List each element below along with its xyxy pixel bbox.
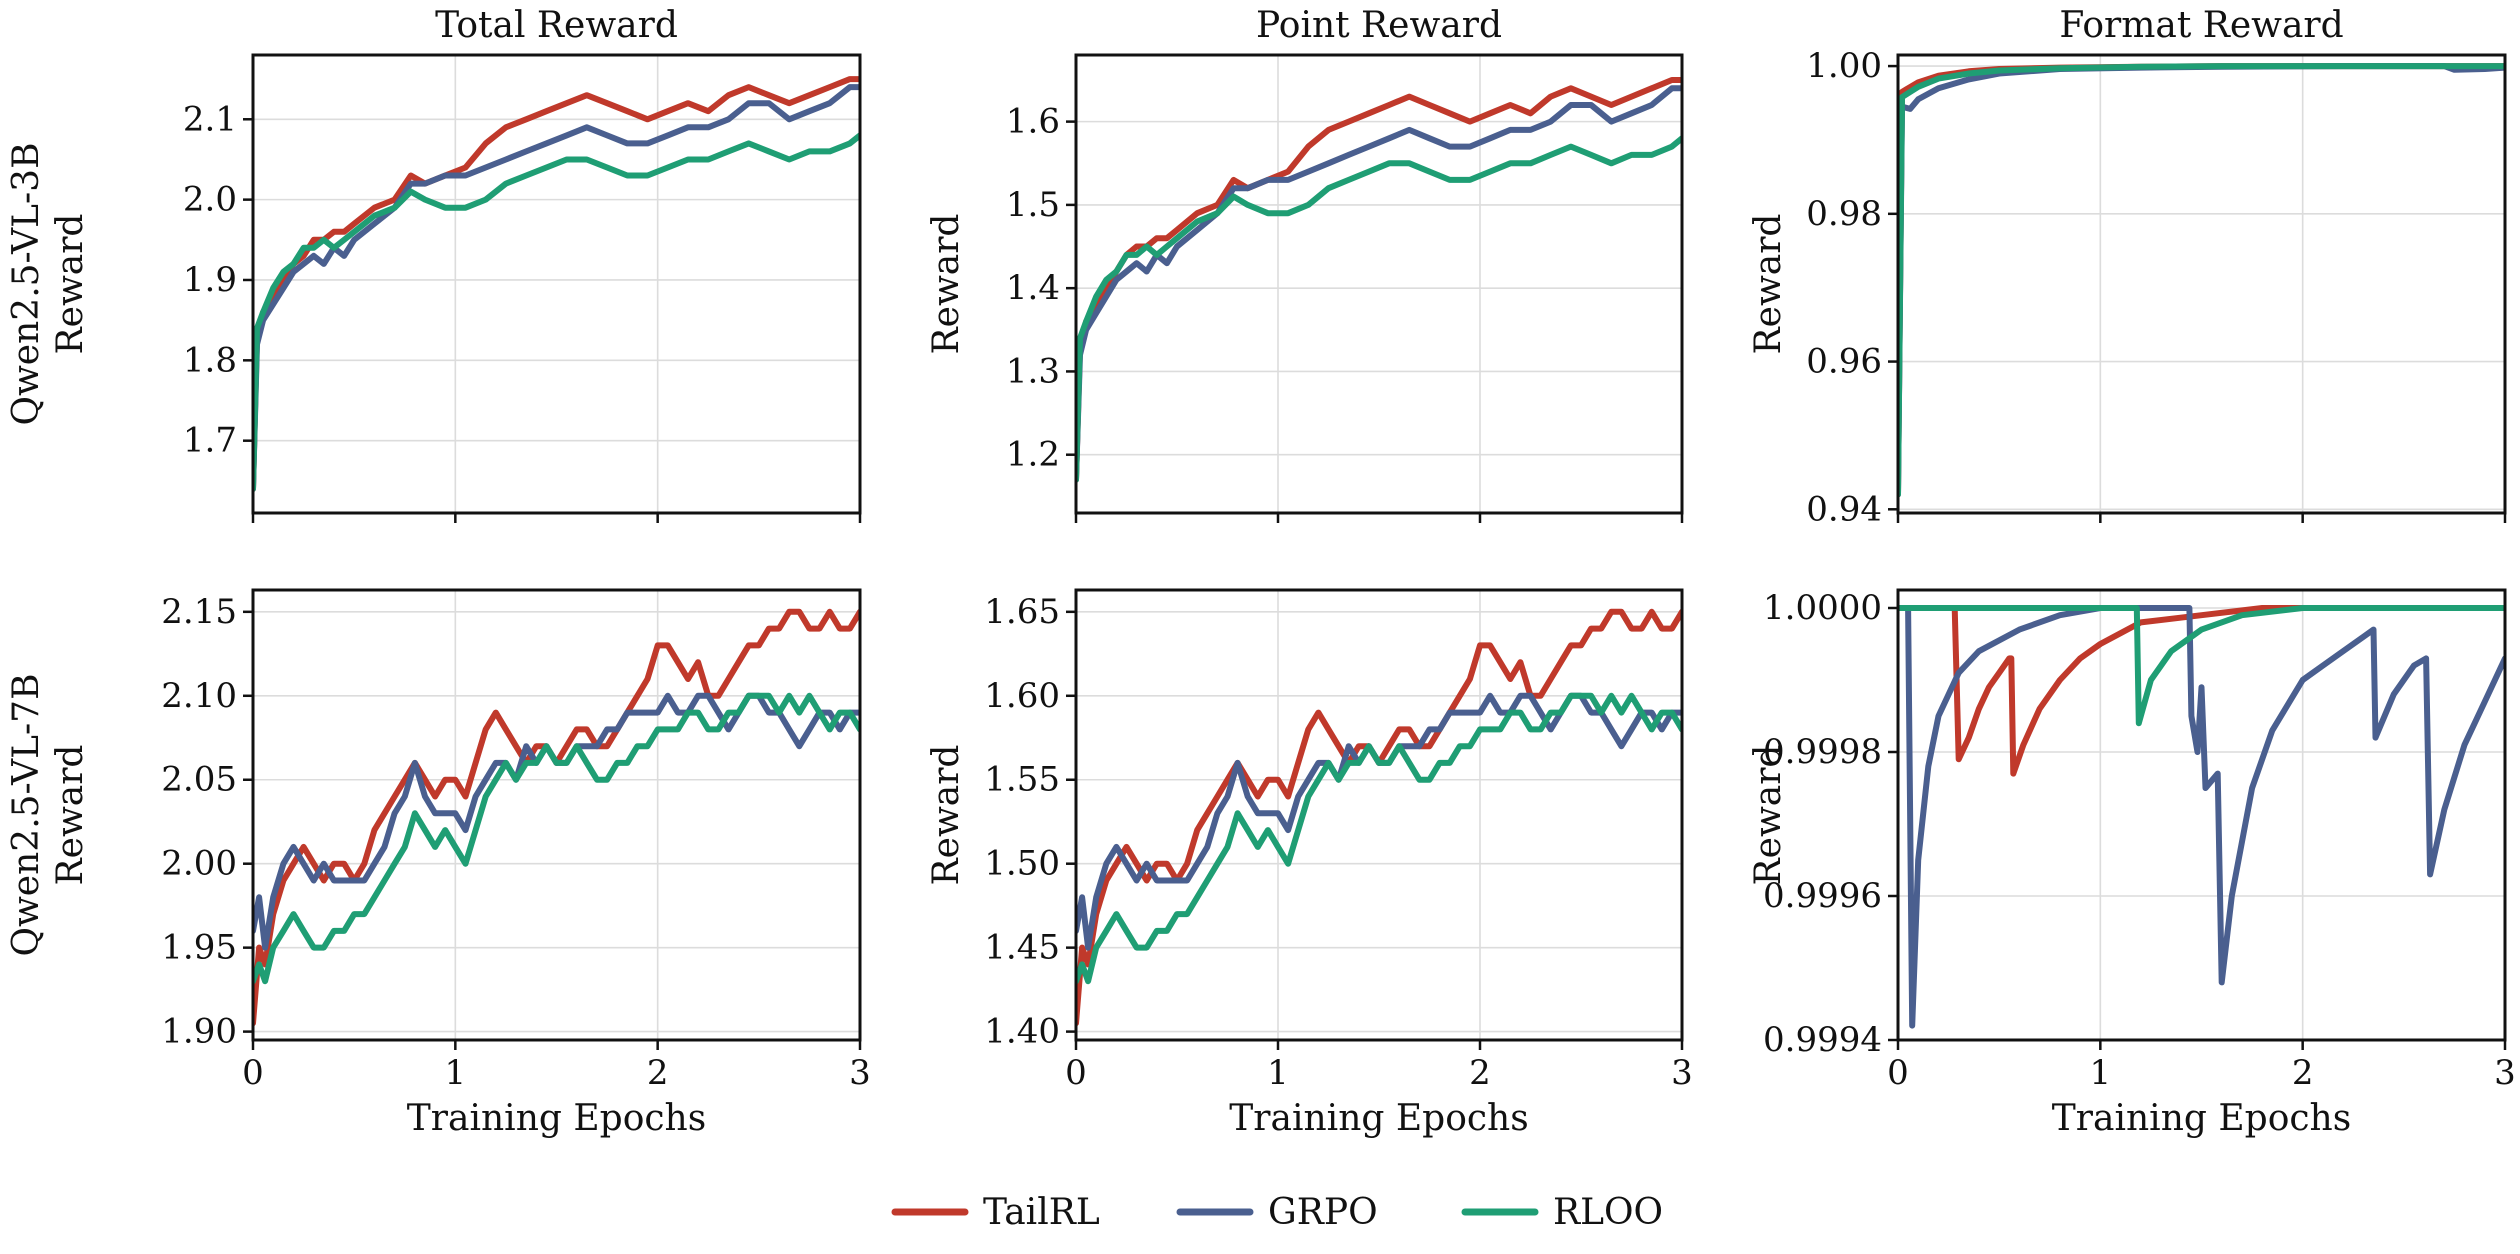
series-line-tailrl (253, 76, 860, 492)
x-tick-label: 0 (242, 1053, 264, 1093)
y-tick-label: 1.60 (984, 676, 1060, 716)
subplot-4: 0 1 2 3 1.90 1.95 2.00 2.05 2.10 2.15 Training Epo… (6, 588, 871, 1139)
x-axis-label: Training Epochs (1229, 1098, 1528, 1139)
y-tick-label: 2.0 (183, 180, 237, 220)
plot-frame (251, 53, 862, 515)
y-tick-label: 2.1 (183, 99, 237, 139)
x-tick-label: 1 (2090, 1053, 2112, 1093)
x-tick-label: 3 (2494, 1053, 2516, 1093)
legend-label-tailrl: TailRL (983, 1192, 1100, 1233)
y-axis-label: Reward (50, 745, 91, 886)
y-tick-label: 0.9998 (1763, 732, 1882, 772)
series-line-rloo (253, 132, 860, 492)
subplot-5: 0 1 2 3 1.40 1.45 1.50 1.55 1.60 1.65 Training Epo… (926, 588, 1693, 1139)
y-axis-label: Reward (926, 745, 967, 886)
y-tick-label: 1.55 (984, 760, 1060, 800)
series-line-tailrl (1898, 605, 2505, 777)
x-tick-label: 3 (1671, 1053, 1693, 1093)
y-tick-label: 1.0000 (1763, 588, 1882, 628)
subplot-2: 1.2 1.3 1.4 1.5 1.6 Point Reward Reward (926, 5, 1684, 523)
x-tick-label: 1 (445, 1053, 467, 1093)
series-line-grpo (253, 692, 860, 951)
y-tick-label: 1.90 (161, 1012, 237, 1052)
series-line-tailrl (1898, 63, 2505, 498)
y-axis-label: Reward (1748, 214, 1789, 355)
row-label: Qwen2.5-VL-3B (6, 142, 47, 425)
y-tick-label: 0.98 (1806, 194, 1882, 234)
series-line-rloo (1076, 135, 1682, 483)
plot-frame (1896, 588, 2507, 1042)
y-tick-label: 2.10 (161, 676, 237, 716)
y-tick-label: 1.2 (1006, 435, 1060, 475)
y-tick-label: 1.5 (1006, 185, 1060, 225)
x-tick-label: 1 (1267, 1053, 1289, 1093)
x-tick-label: 0 (1065, 1053, 1087, 1093)
series-line-grpo (1076, 85, 1682, 483)
x-tick-label: 0 (1887, 1053, 1909, 1093)
plot-frame (1896, 53, 2507, 515)
series-line-grpo (253, 84, 860, 492)
x-tick-label: 2 (2292, 1053, 2314, 1093)
series-line-grpo (1898, 605, 2505, 1029)
y-axis-label: Reward (50, 214, 91, 355)
y-tick-label: 1.3 (1006, 351, 1060, 391)
series-line-tailrl (1076, 608, 1682, 1027)
y-tick-label: 1.8 (183, 340, 237, 380)
series-line-rloo (1898, 605, 2505, 727)
legend: TailRL GRPO RLOO (891, 1192, 1663, 1233)
y-tick-label: 1.9 (183, 260, 237, 300)
x-tick-label: 2 (647, 1053, 669, 1093)
y-tick-label: 1.45 (984, 928, 1060, 968)
subplot-title: Point Reward (1256, 5, 1502, 46)
y-tick-label: 1.7 (183, 421, 237, 461)
y-tick-label: 1.40 (984, 1012, 1060, 1052)
y-tick-label: 1.00 (1806, 46, 1882, 86)
y-tick-label: 2.15 (161, 592, 237, 632)
x-tick-label: 2 (1469, 1053, 1491, 1093)
y-tick-label: 1.6 (1006, 102, 1060, 142)
x-axis-label: Training Epochs (2052, 1098, 2351, 1139)
series-line-tailrl (253, 608, 860, 1027)
y-axis-label: Reward (926, 214, 967, 355)
series-line-grpo (1076, 692, 1682, 951)
y-tick-label: 1.95 (161, 928, 237, 968)
y-tick-label: 2.05 (161, 760, 237, 800)
legend-label-grpo: GRPO (1268, 1192, 1378, 1233)
subplot-1: 1.7 1.8 1.9 2.0 2.1 Total Reward Qwen2.5-VL-3B… (6, 5, 862, 523)
plot-frame (1074, 53, 1684, 515)
x-axis-label: Training Epochs (407, 1098, 706, 1139)
subplot-3: 0.94 0.96 0.98 1.00 Format Reward Reward (1748, 5, 2507, 529)
subplot-title: Total Reward (435, 5, 678, 46)
y-tick-label: 1.50 (984, 844, 1060, 884)
subplot-6: 0 1 2 3 0.9994 0.9996 0.9998 1.0000 Training Epo… (1748, 588, 2516, 1139)
legend-label-rloo: RLOO (1553, 1192, 1663, 1233)
y-tick-label: 0.96 (1806, 342, 1882, 382)
plot-frame (251, 588, 862, 1042)
row-label: Qwen2.5-VL-7B (6, 673, 47, 956)
y-tick-label: 1.65 (984, 592, 1060, 632)
series-line-rloo (1076, 692, 1682, 985)
x-tick-label: 3 (849, 1053, 871, 1093)
y-tick-label: 1.4 (1006, 268, 1060, 308)
subplot-title: Format Reward (2059, 5, 2343, 46)
series-line-rloo (253, 692, 860, 985)
y-tick-label: 2.00 (161, 844, 237, 884)
y-tick-label: 0.9994 (1763, 1020, 1882, 1060)
y-axis-label: Reward (1748, 745, 1789, 886)
y-tick-label: 0.9996 (1763, 876, 1882, 916)
series-line-grpo (1898, 63, 2505, 498)
plot-frame (1074, 588, 1684, 1042)
y-tick-label: 0.94 (1806, 489, 1882, 529)
series-line-rloo (1898, 63, 2505, 498)
